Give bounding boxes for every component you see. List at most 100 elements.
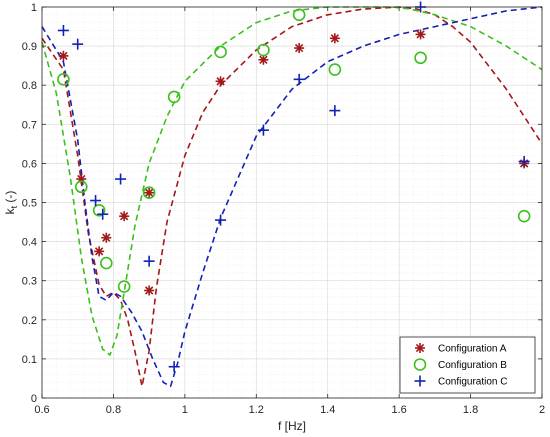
data-point-series-1 xyxy=(119,211,130,222)
marker-circle xyxy=(328,63,342,76)
data-point-series-3 xyxy=(90,195,102,207)
y-tick-label: 0 xyxy=(31,393,37,405)
marker-circle xyxy=(517,209,531,223)
data-point-series-3 xyxy=(215,214,227,226)
marker-star-d2 xyxy=(102,233,111,242)
legend-label: Configuration A xyxy=(438,344,507,355)
y-axis-label-unit: (-) xyxy=(3,191,17,206)
legend-marker xyxy=(414,375,426,387)
x-tick-label: 1.8 xyxy=(463,404,478,416)
marker-circle xyxy=(414,51,427,65)
y-tick-labels: 0 0.1 0.2 0.3 0.4 0.5 0.6 0.7 0.8 0.9 1 xyxy=(22,2,37,405)
data-point-series-2 xyxy=(214,45,227,59)
marker-circle xyxy=(142,186,156,200)
marker-star-d2 xyxy=(94,247,104,256)
marker-circle xyxy=(99,256,113,270)
x-tick-label: 2 xyxy=(539,404,545,416)
marker-star-d2 xyxy=(259,55,268,64)
axis-ticks xyxy=(41,6,543,399)
y-tick-label: 1 xyxy=(31,2,37,14)
fit-curve-series-3 xyxy=(41,6,543,388)
data-point-series-1 xyxy=(94,246,105,257)
marker-star-d2 xyxy=(294,43,304,53)
x-tick-label: 1.2 xyxy=(249,404,264,416)
data-point-series-2 xyxy=(414,51,427,65)
data-point-series-2 xyxy=(257,43,270,57)
legend-label: Configuration B xyxy=(438,360,507,371)
y-tick-label: 0.5 xyxy=(22,198,37,210)
marker-circle xyxy=(257,43,270,57)
x-tick-label: 0.6 xyxy=(34,404,49,416)
fit-curve-series-2 xyxy=(41,6,543,356)
data-point-series-1 xyxy=(294,43,305,54)
marker-star-d2 xyxy=(59,51,68,61)
data-point-series-3 xyxy=(57,24,69,36)
marker-star-d2 xyxy=(216,77,225,86)
data-point-series-2 xyxy=(292,8,306,22)
data-point-series-3 xyxy=(168,361,180,373)
marker-star-d2 xyxy=(144,286,154,295)
data-point-series-1 xyxy=(101,232,112,243)
y-tick-label: 0.6 xyxy=(22,158,37,170)
data-point-series-3 xyxy=(115,173,127,185)
data-point-series-3 xyxy=(329,105,341,117)
y-tick-label: 0.1 xyxy=(22,354,37,366)
data-point-series-2 xyxy=(74,180,88,194)
marker-star-d2 xyxy=(144,188,154,197)
legend-marker xyxy=(415,343,425,353)
marker-star-d2 xyxy=(415,343,425,353)
fit-curves xyxy=(41,6,543,388)
data-point-series-3 xyxy=(293,73,305,85)
data-point-series-2 xyxy=(517,209,531,223)
y-axis-label-subscript: t xyxy=(9,205,19,208)
x-tick-label: 1.4 xyxy=(320,404,335,416)
marker-star-d2 xyxy=(330,34,340,43)
data-point-series-2 xyxy=(167,90,181,104)
marker-circle xyxy=(92,204,106,217)
data-point-series-3 xyxy=(97,208,109,220)
x-tick-label: 1.6 xyxy=(391,404,406,416)
data-point-series-3 xyxy=(72,38,84,50)
y-tick-label: 0.7 xyxy=(22,119,37,131)
data-point-series-2 xyxy=(117,280,131,293)
marker-circle xyxy=(167,90,181,104)
legend: Configuration A Configuration B Configurat… xyxy=(399,336,536,394)
x-tick-label: 1 xyxy=(182,404,188,416)
y-tick-label: 0.4 xyxy=(22,237,37,249)
data-point-series-1 xyxy=(58,50,69,61)
y-axis-label-main: k xyxy=(3,207,17,214)
legend-label: Configuration C xyxy=(438,377,507,388)
data-point-series-2 xyxy=(99,256,113,270)
x-axis-label: f [Hz] xyxy=(278,419,306,433)
fit-curve-series-1 xyxy=(41,6,543,388)
data-point-series-1 xyxy=(258,54,269,65)
x-tick-label: 0.8 xyxy=(106,404,121,416)
legend-marker xyxy=(413,358,427,371)
marker-circle xyxy=(214,45,227,59)
data-point-series-2 xyxy=(92,204,106,217)
data-point-series-1 xyxy=(415,29,426,40)
marker-star-d2 xyxy=(416,30,425,39)
data-point-series-1 xyxy=(329,33,340,44)
data-point-series-2 xyxy=(57,73,70,86)
data-markers xyxy=(57,1,531,373)
data-point-series-2 xyxy=(328,63,342,76)
marker-circle xyxy=(57,73,70,86)
y-tick-label: 0.2 xyxy=(22,315,37,327)
y-tick-label: 0.3 xyxy=(22,276,37,288)
data-point-series-1 xyxy=(215,76,226,87)
data-point-series-3 xyxy=(257,124,269,136)
marker-circle xyxy=(292,8,306,22)
marker-star-d2 xyxy=(119,212,129,221)
y-axis-label: kt (-) xyxy=(3,191,19,215)
x-tick-labels: 0.6 0.8 1 1.2 1.4 1.6 1.8 2 xyxy=(34,404,545,416)
y-tick-label: 0.9 xyxy=(22,41,37,53)
data-point-series-1 xyxy=(144,285,155,296)
marker-circle xyxy=(117,280,131,293)
data-point-series-2 xyxy=(142,186,156,200)
data-point-series-1 xyxy=(144,187,155,198)
marker-circle xyxy=(413,358,427,371)
marker-circle xyxy=(74,180,88,194)
